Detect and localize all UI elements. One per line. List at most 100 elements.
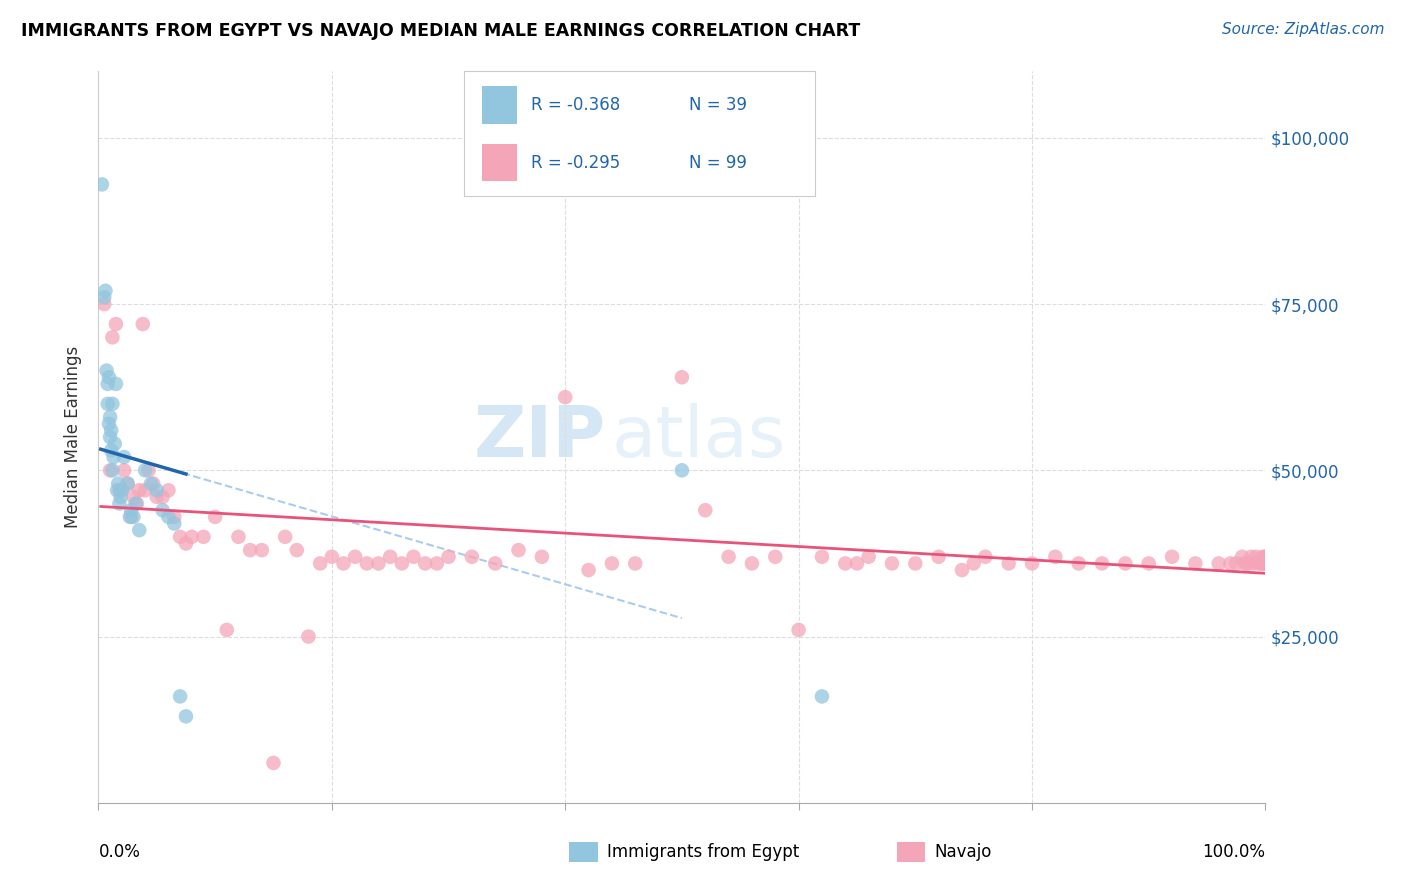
Point — [811, 690, 834, 704]
Point — [356, 557, 378, 571]
Point — [132, 317, 155, 331]
Point — [98, 430, 121, 444]
Point — [437, 549, 460, 564]
Text: N = 39: N = 39 — [689, 96, 747, 114]
Point — [332, 557, 354, 571]
Point — [122, 509, 145, 524]
Point — [125, 497, 148, 511]
Point — [120, 509, 142, 524]
Point — [98, 410, 121, 425]
Point — [1254, 557, 1277, 571]
Point — [530, 549, 553, 564]
Point — [380, 549, 402, 564]
Point — [461, 549, 484, 564]
Point — [1114, 557, 1136, 571]
Point — [962, 557, 984, 571]
Point — [309, 557, 332, 571]
Point — [1240, 549, 1263, 564]
Point — [1237, 557, 1260, 571]
Point — [578, 563, 600, 577]
Point — [508, 543, 530, 558]
Point — [1208, 557, 1230, 571]
Y-axis label: Median Male Earnings: Median Male Earnings — [65, 346, 83, 528]
Point — [174, 709, 197, 723]
Point — [103, 450, 125, 464]
Bar — [481, 144, 517, 181]
Point — [321, 549, 343, 564]
Point — [107, 476, 129, 491]
Text: 100.0%: 100.0% — [1202, 843, 1265, 861]
Point — [94, 284, 117, 298]
Point — [344, 549, 367, 564]
Point — [180, 530, 202, 544]
Point — [108, 483, 131, 498]
Point — [97, 397, 120, 411]
Point — [134, 483, 156, 498]
Point — [125, 497, 148, 511]
Point — [1137, 557, 1160, 571]
Point — [128, 523, 150, 537]
Point — [858, 549, 880, 564]
Bar — [481, 87, 517, 124]
Point — [1254, 557, 1277, 571]
Point — [1250, 557, 1272, 571]
Text: R = -0.295: R = -0.295 — [531, 153, 620, 171]
Point — [600, 557, 623, 571]
Point — [695, 503, 717, 517]
Point — [169, 530, 191, 544]
Point — [1251, 549, 1274, 564]
Point — [104, 376, 127, 391]
Point — [1091, 557, 1114, 571]
Point — [215, 623, 238, 637]
Point — [1184, 557, 1206, 571]
Point — [118, 509, 141, 524]
Point — [112, 450, 135, 464]
Point — [100, 443, 122, 458]
Point — [108, 497, 131, 511]
Text: N = 99: N = 99 — [689, 153, 747, 171]
Point — [105, 483, 128, 498]
Point — [228, 530, 250, 544]
Point — [285, 543, 308, 558]
Point — [93, 290, 115, 304]
Point — [98, 463, 121, 477]
Point — [950, 563, 973, 577]
Point — [152, 490, 174, 504]
Point — [554, 390, 576, 404]
Point — [624, 557, 647, 571]
Point — [1230, 549, 1253, 564]
Point — [100, 424, 122, 438]
Point — [1233, 557, 1256, 571]
Point — [104, 436, 127, 450]
Point — [93, 297, 115, 311]
Point — [134, 463, 156, 477]
Point — [111, 483, 134, 498]
Point — [122, 490, 145, 504]
Text: atlas: atlas — [612, 402, 786, 472]
Point — [1253, 557, 1275, 571]
Point — [426, 557, 449, 571]
Point — [111, 483, 134, 498]
Point — [104, 317, 127, 331]
Point — [763, 549, 786, 564]
Point — [741, 557, 763, 571]
Point — [1161, 549, 1184, 564]
Point — [96, 363, 118, 377]
Point — [97, 376, 120, 391]
Text: ZIP: ZIP — [474, 402, 606, 472]
Point — [413, 557, 436, 571]
Point — [112, 463, 135, 477]
Point — [174, 536, 197, 550]
Point — [101, 463, 124, 477]
Point — [152, 503, 174, 517]
Point — [239, 543, 262, 558]
Text: R = -0.368: R = -0.368 — [531, 96, 620, 114]
Point — [128, 483, 150, 498]
Point — [139, 476, 162, 491]
Point — [1067, 557, 1090, 571]
Point — [163, 516, 186, 531]
Point — [250, 543, 273, 558]
Point — [997, 557, 1019, 571]
Point — [101, 397, 124, 411]
Point — [717, 549, 740, 564]
